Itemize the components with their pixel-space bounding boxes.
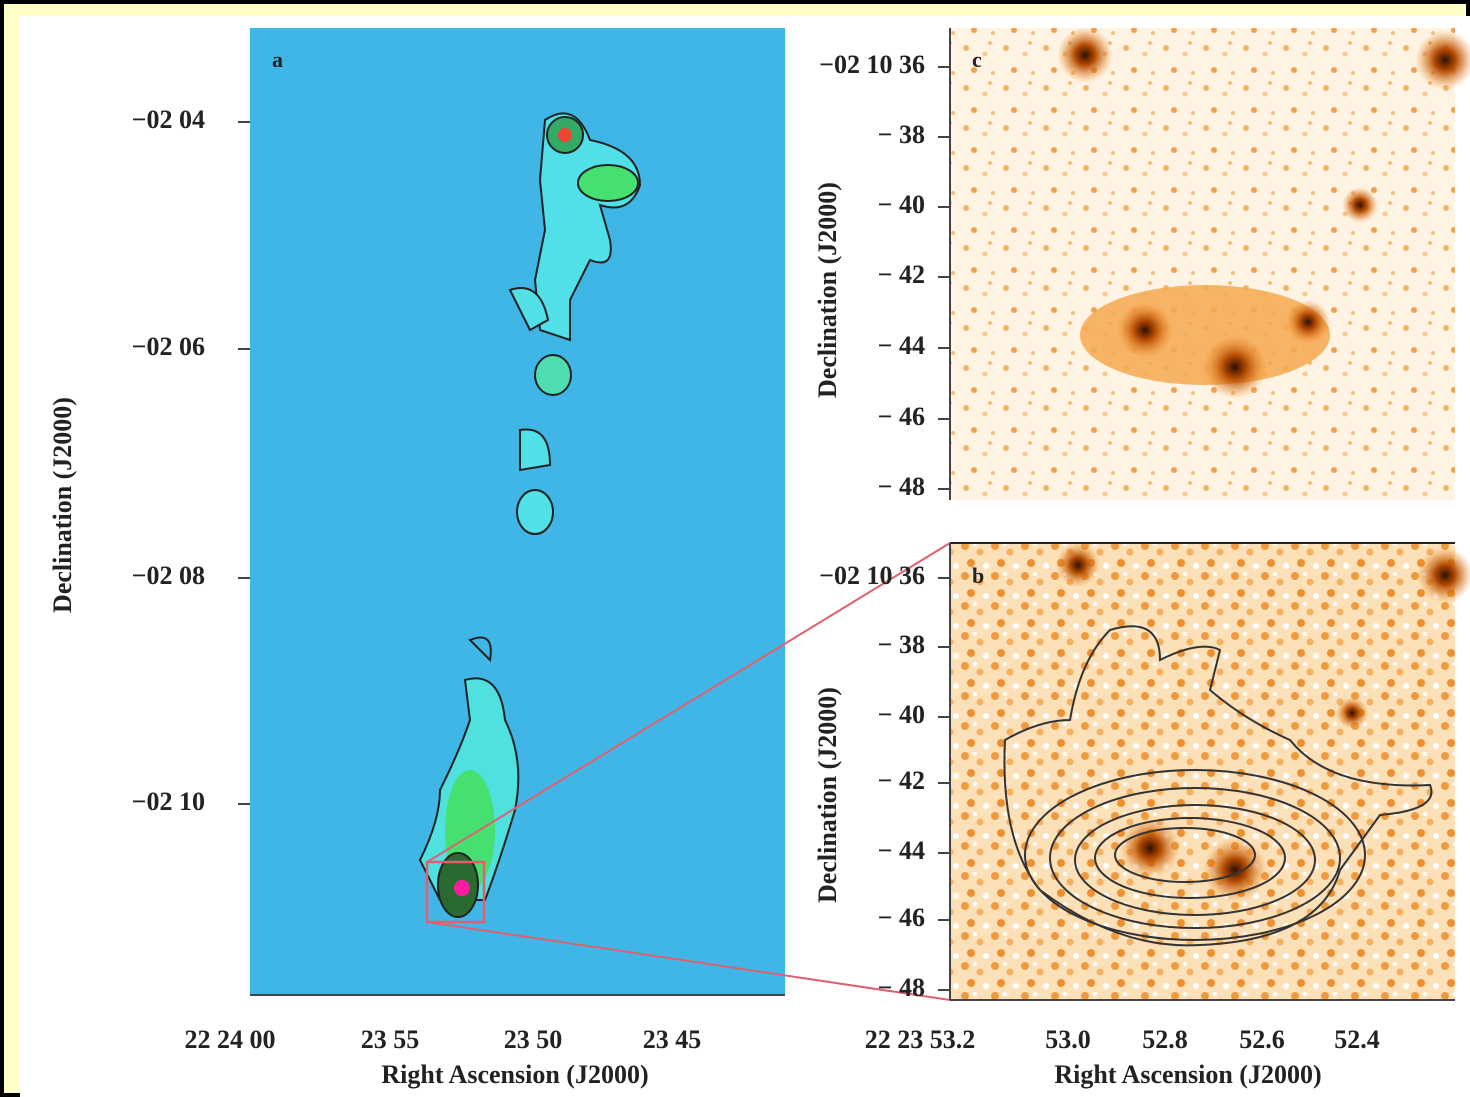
panel-b-image: [949, 542, 1470, 1001]
panel-a-image: [250, 28, 951, 1001]
panel-label: b: [972, 563, 984, 588]
y-tick-label: − 44: [878, 836, 925, 865]
y-axis-label: Declination (J2000): [813, 182, 842, 398]
y-tick-label: − 40: [878, 700, 925, 729]
y-axis-label: Declination (J2000): [48, 397, 77, 613]
y-tick-label: − 40: [878, 190, 925, 219]
y-axis-label: Declination (J2000): [813, 687, 842, 903]
x-tick-label: 53.0: [1045, 1025, 1091, 1054]
x-tick-label: 52.8: [1142, 1025, 1188, 1054]
x-tick-label: 22 23 53.2: [865, 1025, 976, 1054]
x-tick-label: 23 45: [643, 1025, 702, 1054]
y-tick-label: −02 10 36: [819, 50, 925, 79]
y-tick-label: − 44: [878, 331, 925, 360]
y-tick-label: −02 06: [132, 332, 205, 361]
y-tick-label: − 48: [878, 472, 925, 501]
y-tick-label: − 38: [878, 630, 925, 659]
y-tick-label: − 38: [878, 120, 925, 149]
panel-label: c: [972, 47, 982, 72]
panel-label: a: [272, 47, 283, 72]
x-axis-label: Right Ascension (J2000): [1054, 1060, 1321, 1089]
x-tick-label: 52.6: [1239, 1025, 1285, 1054]
x-tick-label: 23 55: [361, 1025, 420, 1054]
y-tick-label: −02 04: [132, 105, 205, 134]
panel-c-image: [949, 27, 1470, 500]
y-tick-label: −02 08: [132, 561, 205, 590]
y-tick-label: − 46: [878, 402, 925, 431]
y-tick-label: − 46: [878, 903, 925, 932]
x-axis-label: Right Ascension (J2000): [381, 1060, 648, 1089]
y-tick-label: − 42: [878, 260, 925, 289]
x-tick-label: 52.4: [1334, 1025, 1380, 1054]
y-tick-label: −02 10: [132, 787, 205, 816]
x-tick-label: 22 24 00: [185, 1025, 276, 1054]
y-tick-label: −02 10 36: [819, 561, 925, 590]
y-tick-label: − 42: [878, 766, 925, 795]
y-tick-label: − 48: [878, 973, 925, 1002]
x-tick-label: 23 50: [504, 1025, 563, 1054]
